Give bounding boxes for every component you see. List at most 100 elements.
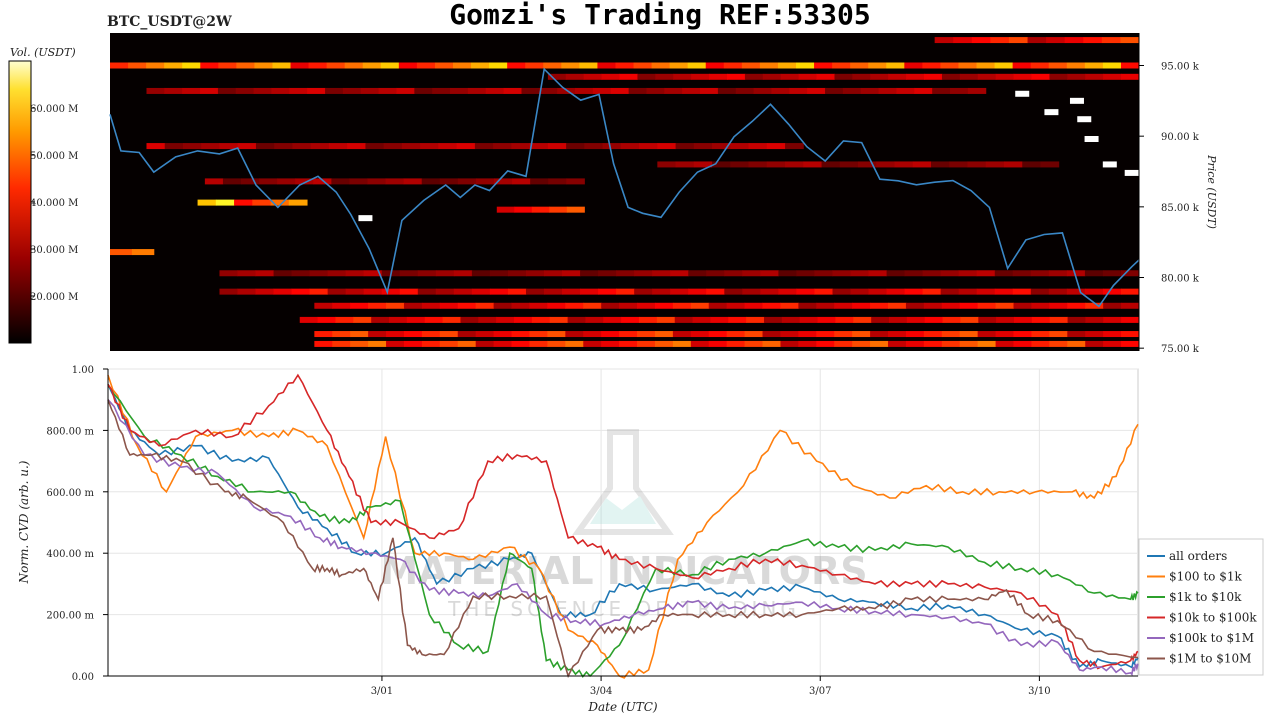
heatmap-cell bbox=[1103, 302, 1122, 309]
heatmap-cell bbox=[967, 87, 987, 94]
heatmap-cell bbox=[398, 62, 418, 69]
heatmap-cell bbox=[349, 178, 369, 185]
heatmap-background bbox=[110, 33, 1139, 351]
heatmap-cell bbox=[655, 73, 674, 80]
heatmap-cell bbox=[496, 316, 515, 323]
heatmap-cell bbox=[1031, 316, 1051, 323]
heatmap-cell bbox=[976, 62, 996, 69]
heatmap-cell bbox=[579, 62, 598, 69]
heatmap-cell bbox=[325, 87, 344, 94]
heatmap-cell bbox=[386, 302, 405, 309]
heatmap-cell bbox=[544, 270, 563, 277]
legend-box bbox=[1138, 538, 1264, 676]
heatmap-cell bbox=[493, 340, 513, 347]
heatmap-cell bbox=[362, 62, 382, 69]
heatmap-cell bbox=[485, 87, 505, 94]
heatmap-cell bbox=[368, 331, 387, 338]
heatmap-cell bbox=[1030, 288, 1050, 295]
heatmap-cell bbox=[531, 316, 551, 323]
heatmap-cell bbox=[421, 340, 441, 347]
heatmap-cell bbox=[565, 331, 584, 338]
heatmap-cell bbox=[675, 161, 695, 168]
heatmap-cell bbox=[922, 62, 941, 69]
cvd-y-tick-label: 0.00 bbox=[72, 672, 94, 683]
heatmap-cell bbox=[886, 62, 905, 69]
heatmap-cell bbox=[717, 87, 737, 94]
heatmap-cell bbox=[781, 316, 801, 323]
heatmap-cell bbox=[832, 288, 852, 295]
heatmap-cell bbox=[236, 62, 255, 69]
heatmap-cell bbox=[237, 270, 257, 277]
heatmap-cell bbox=[367, 178, 387, 185]
heatmap-cell bbox=[414, 87, 433, 94]
heatmap-cell bbox=[924, 316, 944, 323]
heatmap-cell bbox=[110, 62, 129, 69]
heatmap-cell bbox=[762, 73, 782, 80]
heatmap-cell bbox=[619, 302, 638, 309]
heatmap-cell bbox=[471, 288, 491, 295]
order-marker bbox=[1124, 169, 1139, 176]
heatmap-cell bbox=[442, 316, 461, 323]
heatmap-cell bbox=[386, 340, 405, 347]
heatmap-cell bbox=[222, 178, 242, 185]
heatmap-cell bbox=[896, 87, 915, 94]
heatmap-cell bbox=[493, 143, 512, 150]
heatmap-cell bbox=[620, 143, 640, 150]
heatmap-cell bbox=[416, 62, 436, 69]
heatmap-cell bbox=[1030, 270, 1050, 277]
heatmap-cell bbox=[803, 161, 823, 168]
heatmap-cell bbox=[1066, 288, 1086, 295]
heatmap-cell bbox=[1103, 73, 1122, 80]
heatmap-cell bbox=[592, 87, 612, 94]
heatmap-cell bbox=[345, 288, 365, 295]
heatmap-cell bbox=[399, 288, 419, 295]
heatmap-cell bbox=[507, 270, 527, 277]
heatmap-cell bbox=[1067, 316, 1086, 323]
heatmap-cell bbox=[1031, 302, 1050, 309]
legend-label: $10k to $100k bbox=[1169, 611, 1257, 625]
heatmap-cell bbox=[215, 199, 235, 206]
heatmap-cell bbox=[730, 161, 750, 168]
cvd-y-axis: 1.00 800.00 m 600.00 m 400.00 m 200.00 m 0.00 bbox=[46, 365, 109, 683]
cvd-x-tick-label: 3/01 bbox=[371, 686, 393, 697]
heatmap-cell bbox=[886, 270, 906, 277]
heatmap-cell bbox=[816, 331, 835, 338]
heatmap-cell bbox=[1085, 340, 1104, 347]
heatmap-cell bbox=[977, 331, 997, 338]
heatmap-cell bbox=[547, 73, 567, 80]
heatmap-cell bbox=[548, 178, 567, 185]
heatmap-cell bbox=[886, 288, 906, 295]
heatmap-cell bbox=[994, 62, 1014, 69]
heatmap-cell bbox=[726, 302, 746, 309]
heatmap-cell bbox=[839, 161, 859, 168]
heatmap-cell bbox=[420, 143, 439, 150]
heatmap-cell bbox=[489, 270, 509, 277]
heatmap-cell bbox=[295, 178, 314, 185]
heatmap-cell bbox=[628, 87, 647, 94]
heatmap-cell bbox=[941, 302, 961, 309]
heatmap-cell bbox=[580, 270, 599, 277]
heatmap-cell bbox=[309, 270, 329, 277]
heatmap-cell bbox=[475, 302, 495, 309]
heatmap-cell bbox=[255, 143, 275, 150]
heatmap-cell bbox=[313, 178, 332, 185]
heatmap-cell bbox=[825, 87, 844, 94]
heatmap-cell bbox=[1121, 316, 1140, 323]
heatmap-cell bbox=[1067, 302, 1086, 309]
heatmap-cell bbox=[583, 340, 602, 347]
legend-label: $1M to $10M bbox=[1169, 652, 1251, 666]
heatmap-cell bbox=[615, 62, 635, 69]
heatmap-cell bbox=[940, 270, 960, 277]
heatmap-cell bbox=[674, 316, 694, 323]
heatmap-cell bbox=[253, 87, 272, 94]
heatmap-cell bbox=[730, 143, 750, 150]
heatmap-cell bbox=[289, 87, 308, 94]
cvd-y-tick-label: 800.00 m bbox=[46, 426, 94, 437]
heatmap-cell bbox=[237, 143, 257, 150]
heatmap-cell bbox=[503, 87, 522, 94]
heatmap-cell bbox=[1120, 288, 1140, 295]
heatmap-cell bbox=[905, 331, 925, 338]
cvd-y-tick-label: 200.00 m bbox=[46, 611, 94, 622]
heatmap-cell bbox=[741, 62, 761, 69]
heatmap-cell bbox=[1049, 340, 1068, 347]
